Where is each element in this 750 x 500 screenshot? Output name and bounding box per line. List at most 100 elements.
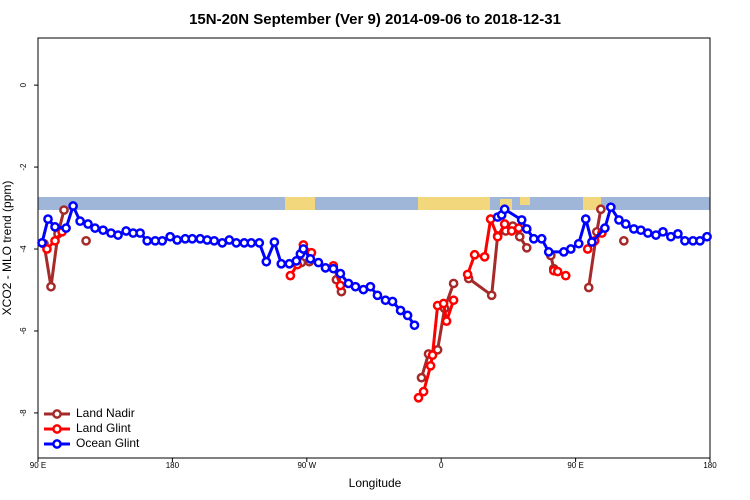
y-tick-label: -2 — [19, 163, 28, 171]
data-point — [42, 244, 52, 254]
data-point — [81, 235, 91, 246]
data-point — [600, 223, 610, 233]
y-tick-label: 0 — [19, 82, 28, 87]
data-point — [365, 281, 376, 292]
data-point — [514, 231, 525, 242]
data-point — [157, 235, 168, 246]
data-point — [83, 219, 93, 229]
legend-label: Land Nadir — [76, 406, 135, 420]
data-point — [427, 350, 438, 361]
data-point — [50, 235, 60, 246]
data-point — [98, 225, 108, 236]
legend-marker — [52, 424, 62, 434]
data-point — [261, 256, 272, 267]
data-point — [298, 244, 309, 254]
data-point — [543, 247, 554, 257]
data-point — [269, 237, 280, 247]
data-point — [90, 223, 100, 233]
data-point — [425, 360, 436, 371]
data-point — [499, 219, 510, 229]
data-point — [409, 320, 420, 331]
data-point — [395, 305, 406, 316]
data-point — [618, 235, 629, 246]
x-tick-label: 0 — [439, 461, 444, 470]
data-point — [479, 251, 490, 262]
data-point — [291, 256, 302, 266]
data-point — [254, 238, 265, 248]
x-axis-label: Longitude — [349, 476, 402, 490]
data-point — [499, 204, 510, 215]
data-point — [418, 386, 429, 397]
data-point — [552, 266, 563, 277]
data-point — [580, 214, 591, 224]
data-point — [372, 290, 383, 301]
data-point — [521, 224, 532, 234]
data-point — [387, 296, 398, 307]
data-point — [595, 204, 606, 215]
data-point — [335, 268, 346, 279]
map-strip — [38, 197, 710, 210]
data-point — [37, 238, 47, 248]
data-point — [231, 238, 242, 248]
x-tick-label: 180 — [166, 461, 180, 470]
data-point — [285, 270, 296, 281]
data-point — [521, 242, 532, 253]
data-point — [469, 249, 480, 260]
data-point — [673, 229, 683, 239]
data-point — [605, 202, 616, 213]
data-point — [75, 216, 85, 227]
data-point — [695, 235, 705, 246]
x-tick-label: 90 E — [567, 461, 583, 470]
legend-label: Ocean Glint — [76, 436, 140, 450]
data-point — [61, 223, 71, 233]
y-tick-label: -4 — [19, 245, 28, 253]
data-point — [320, 263, 331, 273]
data-point — [492, 231, 503, 242]
data-point — [582, 244, 593, 254]
y-axis-label: XCO2 - MLO trend (ppm) — [0, 181, 14, 316]
data-point — [313, 257, 324, 268]
x-tick-label: 90 E — [30, 461, 46, 470]
data-point — [702, 231, 712, 242]
data-point — [305, 254, 316, 264]
data-point — [350, 281, 361, 292]
data-point — [680, 235, 690, 246]
data-point — [448, 295, 459, 306]
series-line — [45, 213, 604, 399]
x-tick-label: 180 — [703, 461, 717, 470]
data-point — [413, 392, 424, 403]
data-point — [462, 269, 473, 280]
data-point — [335, 280, 346, 291]
data-point — [441, 316, 452, 326]
data-point — [438, 298, 449, 309]
data-point — [573, 238, 584, 249]
legend-label: Land Glint — [76, 421, 131, 435]
plot-frame — [37, 37, 711, 459]
data-point — [516, 215, 527, 225]
data-point — [276, 258, 287, 269]
legend-marker — [52, 409, 62, 419]
data-point — [513, 223, 524, 233]
data-point — [528, 233, 539, 244]
data-point — [620, 219, 631, 229]
data-point — [50, 222, 60, 232]
chart-title: 15N-20N September (Ver 9) 2014-09-06 to … — [189, 11, 561, 28]
data-point — [113, 230, 123, 240]
data-point — [565, 244, 576, 254]
data-point — [560, 270, 571, 281]
series-line — [40, 201, 708, 327]
data-point — [643, 228, 653, 238]
data-point — [614, 215, 624, 225]
data-point — [583, 282, 594, 293]
data-point — [142, 235, 153, 246]
data-point — [187, 233, 198, 244]
data-point — [448, 278, 459, 289]
y-tick-label: -6 — [19, 327, 28, 335]
data-point — [46, 281, 56, 292]
y-tick-label: -8 — [19, 409, 28, 417]
data-point — [587, 237, 597, 247]
data-point — [246, 238, 257, 248]
data-point — [402, 310, 413, 321]
data-point — [658, 226, 668, 237]
